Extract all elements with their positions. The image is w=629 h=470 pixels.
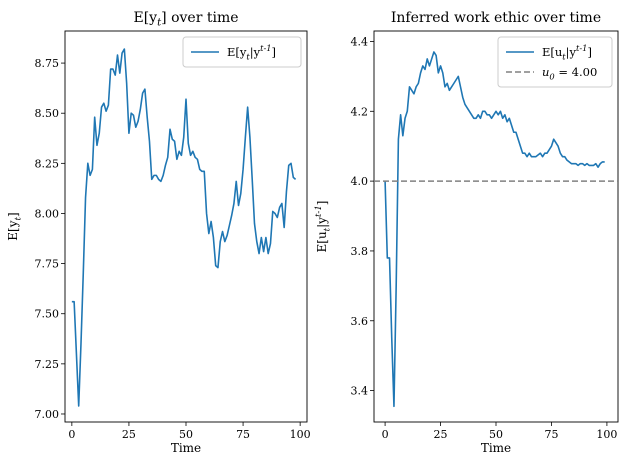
y-tick-label: 8.75: [35, 57, 60, 70]
series-line: [71, 48, 297, 407]
y-tick-label: 3.6: [351, 315, 369, 328]
y-tick-label: 7.00: [35, 408, 60, 421]
y-tick-label: 8.00: [35, 207, 60, 220]
y-tick-label: 4.4: [351, 35, 369, 48]
series-line: [384, 51, 605, 408]
y-tick-label: 8.50: [35, 107, 60, 120]
x-tick-label: 75: [544, 428, 558, 441]
y-tick-label: 8.25: [35, 157, 60, 170]
y-tick-label: 3.8: [351, 245, 369, 258]
x-tick-label: 25: [434, 428, 448, 441]
x-tick-label: 0: [68, 428, 75, 441]
y-axis-label: E[yt]: [6, 212, 24, 240]
chart-title: E[yt] over time: [134, 10, 239, 29]
y-tick-label: 3.4: [351, 385, 369, 398]
x-tick-label: 0: [382, 428, 389, 441]
legend-label: E[yt|yt-1]: [227, 43, 276, 62]
y-tick-label: 4.2: [351, 105, 369, 118]
x-tick-label: 75: [236, 428, 250, 441]
legend-label: E[ut|yt-1]: [542, 43, 592, 62]
y-axis-label: E[ut|yt-1]: [314, 201, 333, 253]
y-tick-label: 7.50: [35, 308, 60, 321]
legend-box: [497, 36, 613, 88]
legend-label: u0 = 4.00: [542, 65, 597, 82]
y-tick-label: 7.75: [35, 258, 60, 271]
y-tick-label: 4.0: [351, 175, 369, 188]
x-axis-label: Time: [171, 441, 201, 455]
legend: E[ut|yt-1] u0 = 4.00: [497, 36, 613, 88]
chart-panel-2: 0 25 50 75 100 3.4 3.6 3.8 4.0 4.2 4.4 Inferred wor…: [314, 10, 619, 455]
x-tick-label: 25: [122, 428, 136, 441]
x-axis-label: Time: [481, 441, 511, 455]
y-tick-label: 7.25: [35, 358, 60, 371]
chart-title: Inferred work ethic over time: [391, 10, 601, 26]
chart-panel-1: 0 25 50 75 100 7.00 7.25 7.50 7.75 8.00 8.25 8.50 8.…: [6, 10, 311, 455]
legend-box: [182, 36, 302, 68]
x-tick-label: 100: [596, 428, 617, 441]
x-tick-label: 50: [179, 428, 193, 441]
x-tick-label: 50: [489, 428, 503, 441]
axes-frame: [64, 30, 308, 423]
x-tick-label: 100: [290, 428, 311, 441]
legend: E[yt|yt-1]: [182, 36, 302, 68]
